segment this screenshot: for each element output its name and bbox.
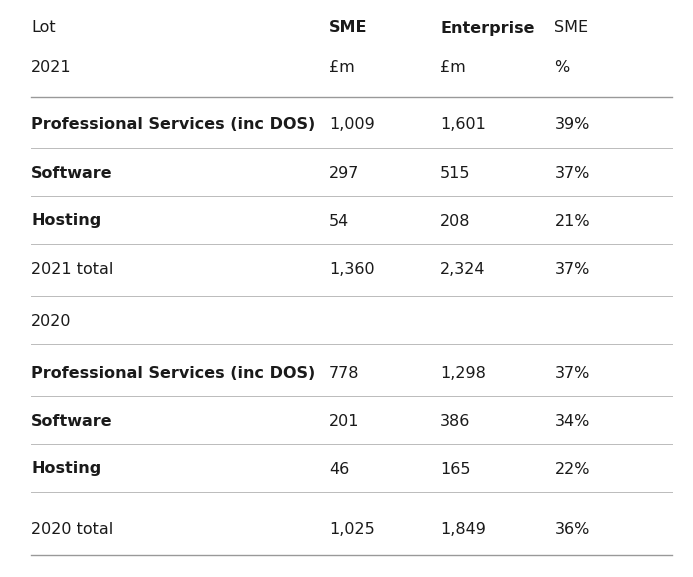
Text: 22%: 22% bbox=[554, 462, 590, 477]
Text: %: % bbox=[554, 61, 570, 76]
Text: £m: £m bbox=[329, 61, 355, 76]
Text: 2021 total: 2021 total bbox=[31, 261, 114, 276]
Text: 1,601: 1,601 bbox=[440, 118, 486, 133]
Text: Software: Software bbox=[31, 414, 113, 429]
Text: 54: 54 bbox=[329, 213, 349, 228]
Text: 1,025: 1,025 bbox=[329, 523, 375, 538]
Text: 1,849: 1,849 bbox=[440, 523, 486, 538]
Text: 1,360: 1,360 bbox=[329, 261, 375, 276]
Text: 39%: 39% bbox=[554, 118, 590, 133]
Text: 2021: 2021 bbox=[31, 61, 72, 76]
Text: Enterprise: Enterprise bbox=[440, 21, 534, 36]
Text: 2020: 2020 bbox=[31, 313, 71, 328]
Text: Software: Software bbox=[31, 166, 113, 181]
Text: 2020 total: 2020 total bbox=[31, 523, 114, 538]
Text: 778: 778 bbox=[329, 365, 360, 380]
Text: 1,009: 1,009 bbox=[329, 118, 375, 133]
Text: 165: 165 bbox=[440, 462, 471, 477]
Text: Professional Services (inc DOS): Professional Services (inc DOS) bbox=[31, 118, 315, 133]
Text: 515: 515 bbox=[440, 166, 471, 181]
Text: 37%: 37% bbox=[554, 166, 590, 181]
Text: 21%: 21% bbox=[554, 213, 590, 228]
Text: 36%: 36% bbox=[554, 523, 590, 538]
Text: SME: SME bbox=[329, 21, 368, 36]
Text: 37%: 37% bbox=[554, 365, 590, 380]
Text: 297: 297 bbox=[329, 166, 360, 181]
Text: Lot: Lot bbox=[31, 21, 56, 36]
Text: Hosting: Hosting bbox=[31, 462, 101, 477]
Text: 34%: 34% bbox=[554, 414, 590, 429]
Text: 37%: 37% bbox=[554, 261, 590, 276]
Text: £m: £m bbox=[440, 61, 466, 76]
Text: Hosting: Hosting bbox=[31, 213, 101, 228]
Text: 1,298: 1,298 bbox=[440, 365, 486, 380]
Text: 201: 201 bbox=[329, 414, 360, 429]
Text: 2,324: 2,324 bbox=[440, 261, 486, 276]
Text: SME: SME bbox=[554, 21, 588, 36]
Text: 386: 386 bbox=[440, 414, 471, 429]
Text: 46: 46 bbox=[329, 462, 349, 477]
Text: 208: 208 bbox=[440, 213, 471, 228]
Text: Professional Services (inc DOS): Professional Services (inc DOS) bbox=[31, 365, 315, 380]
